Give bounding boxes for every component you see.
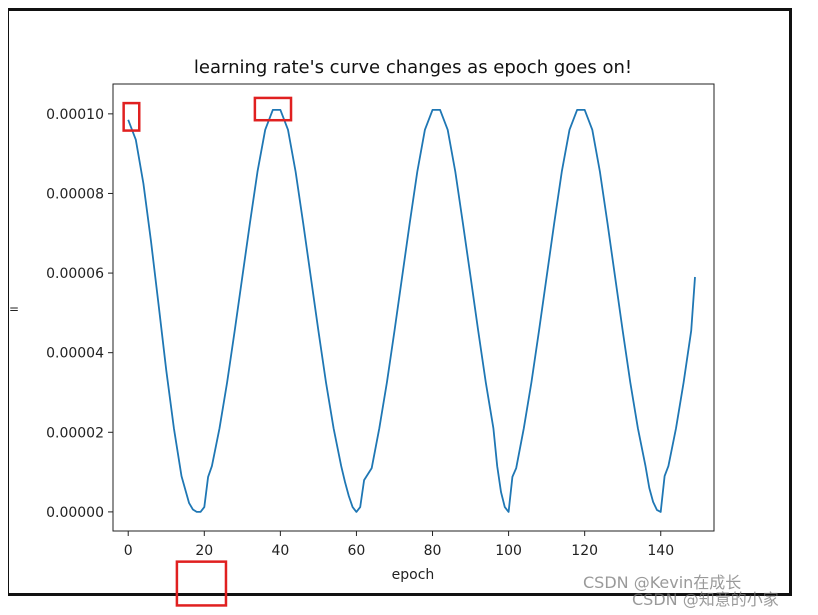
x-tick-label: 100 [495, 543, 522, 559]
y-tick-label: 0.00002 [46, 425, 104, 441]
x-tick-label: 20 [195, 543, 213, 559]
annotation-box [175, 560, 228, 607]
x-tick-label: 140 [647, 543, 674, 559]
x-axis-label: epoch [392, 567, 435, 583]
y-axis-label: = [9, 302, 19, 316]
watermark-text: CSDN @Kevin在成长 [583, 573, 742, 592]
x-tick-label: 40 [271, 543, 289, 559]
plot-area [112, 83, 715, 532]
y-tick-label: 0.00000 [46, 505, 104, 521]
x-tick-label: 60 [348, 543, 366, 559]
y-axis: 0.00000 0.00002 0.00004 0.00006 0.00008 0.000… [46, 107, 113, 521]
x-axis: 0 20 40 60 80 100 120 140 [124, 531, 674, 559]
y-tick-label: 0.00004 [46, 346, 104, 362]
y-tick-label: 0.00010 [46, 107, 104, 123]
x-tick-label: 0 [124, 543, 133, 559]
x-tick-label: 120 [571, 543, 598, 559]
chart-title: learning rate's curve changes as epoch g… [194, 57, 632, 78]
watermark-text: CSDN @知意的小家 [632, 590, 779, 609]
annotation-box [253, 96, 293, 122]
series-line [127, 109, 696, 513]
x-tick-label: 80 [424, 543, 442, 559]
y-tick-label: 0.00008 [46, 186, 104, 202]
annotation-box [122, 101, 141, 132]
y-tick-label: 0.00006 [46, 266, 104, 282]
annotation-boxes [122, 96, 293, 607]
